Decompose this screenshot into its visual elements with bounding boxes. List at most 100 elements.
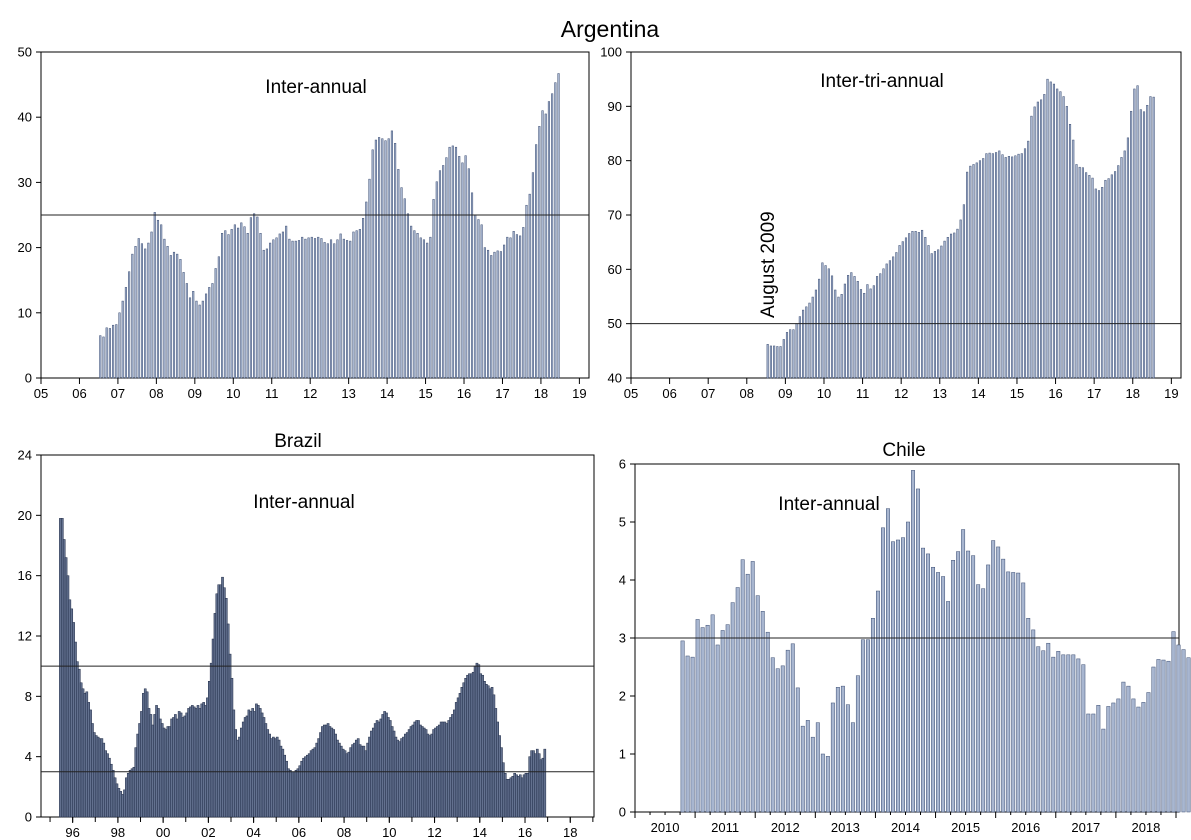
bar bbox=[776, 346, 779, 379]
bar bbox=[908, 233, 911, 379]
y-tick-label: 0 bbox=[25, 371, 32, 386]
x-tick-label: 2017 bbox=[1071, 820, 1100, 835]
bar bbox=[1014, 155, 1017, 379]
bar bbox=[243, 226, 246, 379]
bar bbox=[1076, 658, 1081, 813]
x-tick-label: 2012 bbox=[771, 820, 800, 835]
bar bbox=[1011, 156, 1014, 379]
bar bbox=[547, 101, 550, 379]
bar bbox=[214, 268, 217, 379]
bar bbox=[870, 618, 875, 813]
bar bbox=[464, 155, 467, 379]
x-tick-label: 2016 bbox=[1011, 820, 1040, 835]
y-tick-label: 6 bbox=[619, 457, 626, 472]
bar bbox=[262, 249, 265, 379]
x-tick-label: 04 bbox=[246, 825, 260, 840]
panel-title: Chile bbox=[882, 440, 925, 461]
x-tick-label: 2011 bbox=[711, 820, 739, 835]
bar bbox=[224, 230, 227, 379]
bar bbox=[390, 130, 393, 379]
bar bbox=[221, 233, 224, 379]
page-title: Argentina bbox=[561, 16, 660, 42]
bar bbox=[921, 229, 924, 379]
bar bbox=[845, 704, 850, 813]
bar bbox=[349, 240, 352, 379]
bar bbox=[1104, 179, 1107, 379]
y-tick-label: 3 bbox=[619, 631, 626, 646]
bar bbox=[1161, 659, 1166, 813]
bar bbox=[192, 291, 195, 379]
x-tick-label: 00 bbox=[156, 825, 170, 840]
bar bbox=[985, 153, 988, 379]
bar bbox=[211, 283, 214, 379]
bar bbox=[1152, 96, 1155, 379]
bar bbox=[765, 631, 770, 813]
x-tick-label: 16 bbox=[518, 825, 532, 840]
bar bbox=[896, 539, 900, 813]
bar bbox=[1066, 654, 1071, 813]
bar bbox=[1033, 106, 1036, 379]
bar bbox=[835, 687, 840, 813]
bar bbox=[821, 262, 824, 379]
bar bbox=[1052, 83, 1056, 379]
bar bbox=[1004, 157, 1007, 379]
bar bbox=[554, 82, 557, 379]
bar bbox=[454, 146, 458, 379]
bar bbox=[924, 237, 927, 379]
bar bbox=[1075, 164, 1078, 379]
y-tick-label: 5 bbox=[619, 515, 626, 530]
bar bbox=[720, 630, 725, 813]
bar bbox=[345, 240, 349, 379]
bar bbox=[916, 488, 920, 813]
bar bbox=[105, 327, 108, 379]
bar bbox=[1030, 115, 1033, 379]
bar bbox=[1085, 172, 1088, 379]
x-tick-label: 06 bbox=[662, 386, 676, 401]
bar bbox=[272, 239, 275, 379]
bar bbox=[204, 293, 208, 379]
bar bbox=[946, 601, 951, 813]
bar bbox=[949, 233, 953, 379]
bar bbox=[310, 236, 313, 379]
bar bbox=[1086, 713, 1091, 813]
y-tick-label: 40 bbox=[18, 110, 32, 125]
bar bbox=[121, 300, 124, 379]
bar bbox=[1056, 651, 1061, 813]
bar bbox=[685, 655, 690, 813]
bar bbox=[690, 656, 695, 813]
y-tick-label: 2 bbox=[619, 689, 626, 704]
bar bbox=[176, 253, 179, 379]
bar bbox=[1049, 81, 1052, 379]
bar bbox=[352, 231, 355, 379]
bar bbox=[419, 237, 422, 379]
series-annotation: Inter-annual bbox=[265, 77, 366, 98]
bar bbox=[1136, 85, 1139, 379]
bar bbox=[365, 201, 368, 379]
bar bbox=[1051, 656, 1056, 813]
bar bbox=[307, 237, 310, 379]
bar bbox=[1091, 713, 1096, 813]
bar bbox=[480, 224, 483, 379]
bar bbox=[288, 238, 291, 379]
bar bbox=[509, 237, 512, 379]
bar bbox=[969, 165, 972, 379]
bar bbox=[467, 168, 470, 379]
x-tick-label: 2015 bbox=[951, 820, 980, 835]
bar bbox=[891, 541, 895, 813]
x-tick-label: 19 bbox=[1164, 386, 1178, 401]
x-tick-label: 10 bbox=[817, 386, 831, 401]
bar bbox=[182, 272, 185, 379]
bar bbox=[1117, 165, 1120, 379]
bar bbox=[975, 162, 978, 379]
x-tick-label: 08 bbox=[149, 386, 163, 401]
bar bbox=[860, 639, 865, 813]
bar bbox=[1006, 571, 1011, 813]
bar bbox=[140, 243, 143, 379]
bar bbox=[275, 237, 278, 379]
series-annotation: Inter-tri-annual bbox=[820, 71, 944, 92]
bar bbox=[926, 553, 930, 813]
x-tick-label: 10 bbox=[226, 386, 240, 401]
x-tick-label: 14 bbox=[971, 386, 985, 401]
bar bbox=[217, 256, 220, 379]
bar bbox=[544, 113, 547, 379]
